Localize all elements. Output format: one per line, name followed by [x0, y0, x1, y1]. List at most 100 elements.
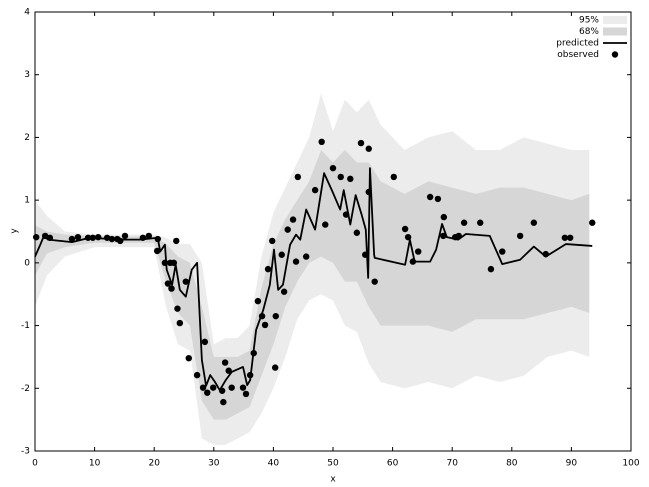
observed-point: [250, 349, 257, 357]
x-tick-label: 90: [566, 459, 578, 469]
x-axis-label: x: [330, 475, 336, 485]
x-tick-label: 40: [268, 459, 280, 469]
observed-point: [68, 235, 76, 243]
observed-point: [164, 280, 172, 287]
observed-point: [139, 234, 147, 241]
predicted-line: [34, 167, 593, 392]
legend-label: 95%: [579, 16, 599, 26]
observed-point: [264, 265, 272, 273]
observed-point: [272, 312, 279, 320]
observed-point: [161, 259, 169, 267]
observed-point: [258, 312, 266, 320]
legend-swatch: [611, 51, 619, 58]
observed-point: [516, 232, 524, 240]
observed-point: [154, 235, 161, 243]
observed-point: [440, 213, 448, 221]
legend-label: 68%: [579, 27, 599, 37]
observed-point: [271, 364, 279, 371]
observed-point: [173, 237, 180, 245]
observed-point: [284, 226, 291, 233]
observed-point: [201, 338, 209, 346]
observed-point: [170, 259, 178, 267]
observed-point: [221, 359, 229, 366]
y-tick-label: 4: [24, 8, 30, 18]
observed-point: [426, 193, 434, 201]
observed-point: [401, 225, 409, 233]
observed-point: [460, 219, 468, 226]
observed-point: [145, 232, 153, 240]
y-axis-label: y: [10, 228, 20, 234]
observed-point: [176, 319, 184, 327]
observed-point: [174, 305, 181, 312]
observed-point: [185, 354, 192, 362]
observed-point: [434, 195, 442, 203]
y-tick-label: -1: [21, 321, 30, 331]
plot-area: [32, 93, 596, 445]
observed-point: [182, 278, 189, 285]
observed-point: [342, 211, 350, 218]
x-tick-label: 60: [387, 459, 399, 469]
y-tick-label: -3: [21, 447, 30, 457]
observed-point: [168, 285, 175, 292]
observed-point: [278, 251, 285, 258]
y-tick-label: -2: [21, 384, 30, 394]
legend-label: predicted: [556, 39, 599, 49]
observed-point: [153, 247, 161, 255]
observed-point: [337, 173, 344, 181]
observed-point: [32, 233, 40, 241]
observed-point: [347, 175, 354, 183]
observed-point: [302, 253, 310, 260]
observed-point: [261, 321, 269, 329]
observed-point: [329, 164, 337, 172]
observed-point: [567, 234, 574, 241]
observed-point: [280, 288, 288, 295]
observed-point: [561, 234, 569, 241]
x-tick-label: 0: [32, 459, 38, 469]
observed-point: [365, 188, 372, 196]
observed-point: [289, 216, 297, 223]
observed-point: [477, 219, 484, 226]
observed-point: [117, 237, 124, 245]
legend-label: observed: [557, 50, 599, 60]
observed-point: [322, 221, 329, 228]
band: [35, 149, 590, 420]
observed-point: [220, 398, 227, 406]
x-tick-label: 80: [506, 459, 518, 469]
observed-point: [371, 278, 378, 285]
observed-point: [239, 384, 247, 391]
observed-point: [409, 258, 417, 265]
observed-point: [228, 384, 235, 391]
observed-point: [242, 390, 250, 398]
observed-point: [357, 139, 365, 147]
observed-point: [294, 173, 302, 181]
observed-point: [589, 219, 596, 226]
observed-point: [269, 237, 276, 245]
observed-point: [46, 234, 54, 241]
observed-point: [292, 258, 300, 265]
y-tick-label: 2: [24, 133, 30, 143]
y-tick-label: 3: [24, 70, 30, 80]
observed-point: [210, 384, 217, 391]
observed-point: [353, 229, 361, 236]
observed-point: [84, 234, 92, 241]
x-tick-label: 100: [622, 459, 639, 469]
observed-point: [74, 233, 82, 241]
observed-point: [318, 138, 325, 146]
observed-point: [390, 173, 397, 181]
y-tick-label: 1: [24, 196, 30, 206]
observed-point: [440, 232, 447, 240]
observed-point: [89, 234, 97, 241]
observed-point: [530, 219, 538, 226]
legend-swatch: [603, 16, 627, 24]
observed-point: [499, 248, 506, 255]
observed-point: [311, 186, 319, 194]
legend-swatch: [603, 27, 627, 36]
observed-point: [204, 389, 211, 396]
observed-point: [542, 250, 549, 258]
observed-point: [199, 384, 207, 391]
observed-point: [254, 297, 262, 305]
observed-point: [404, 233, 412, 241]
x-tick-label: 70: [446, 459, 458, 469]
y-tick-label: 0: [24, 258, 30, 268]
